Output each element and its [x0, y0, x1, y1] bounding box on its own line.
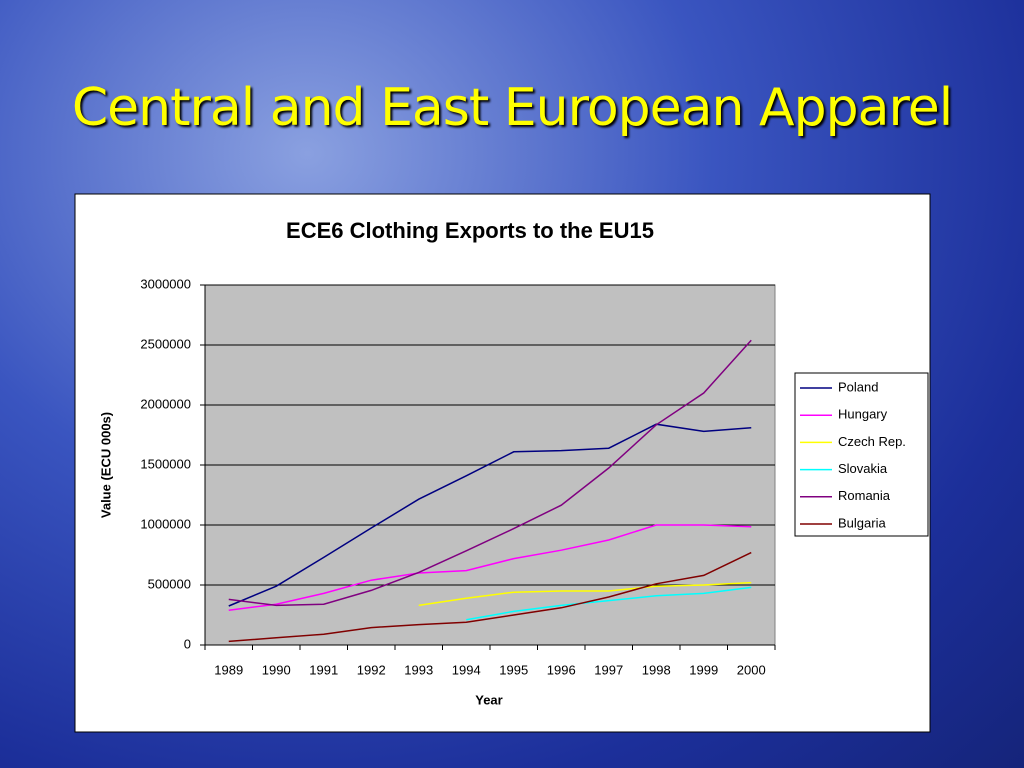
x-tick-label: 1990 [262, 662, 291, 677]
x-tick-label: 1999 [689, 662, 718, 677]
y-tick-label: 2500000 [140, 336, 191, 351]
x-axis-label: Year [475, 692, 502, 707]
legend-label: Bulgaria [838, 515, 886, 530]
series-line [418, 581, 752, 607]
x-tick-label: 1989 [214, 662, 243, 677]
x-tick-label: 1998 [642, 662, 671, 677]
y-tick-label: 1500000 [140, 456, 191, 471]
series-line [228, 551, 752, 643]
chart-title: ECE6 Clothing Exports to the EU15 [286, 218, 654, 243]
y-tick-label: 3000000 [140, 276, 191, 291]
series-line [228, 339, 752, 607]
y-tick-label: 0 [184, 636, 191, 651]
x-tick-label: 1992 [357, 662, 386, 677]
series-line [466, 586, 752, 621]
slide-title: Central and East European Apparel [71, 78, 953, 138]
legend-label: Czech Rep. [838, 434, 906, 449]
x-tick-label: 1993 [404, 662, 433, 677]
legend-label: Slovakia [838, 461, 888, 476]
legend-label: Poland [838, 379, 878, 394]
x-tick-label: 1995 [499, 662, 528, 677]
legend-label: Romania [838, 488, 891, 503]
y-tick-label: 500000 [148, 576, 191, 591]
series-line [228, 524, 752, 611]
y-tick-label: 1000000 [140, 516, 191, 531]
series-line [228, 423, 752, 607]
x-tick-label: 1996 [547, 662, 576, 677]
x-tick-label: 1997 [594, 662, 623, 677]
y-axis-label: Value (ECU 000s) [98, 412, 113, 518]
legend-label: Hungary [838, 407, 888, 422]
x-tick-label: 1994 [452, 662, 481, 677]
y-tick-label: 2000000 [140, 396, 191, 411]
x-tick-label: 2000 [737, 662, 766, 677]
legend [794, 372, 929, 537]
x-tick-label: 1991 [309, 662, 338, 677]
